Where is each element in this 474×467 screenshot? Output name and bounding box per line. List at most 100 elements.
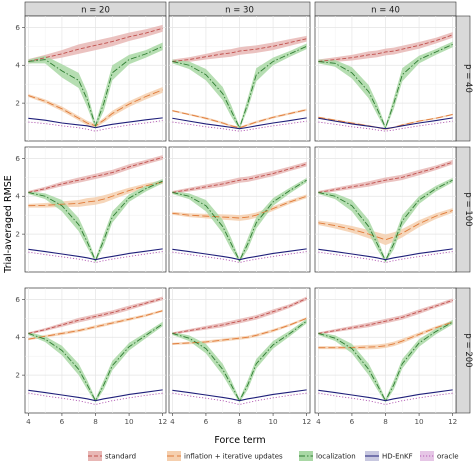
legend-item: inflation + iterative updates [167,451,283,461]
legend-label: standard [105,453,136,461]
series-band [28,155,163,194]
series-line [172,389,307,402]
facet-panel [168,146,311,273]
series-band [318,113,453,131]
series-line [28,297,163,334]
facet-panel: 4 6 8 10 12 [168,287,311,426]
y-tick-label: 2 [15,99,20,108]
gridlines [169,16,310,141]
x-tick-label: 8 [237,417,242,426]
facet-panel [314,15,457,142]
legend-label: localization [316,453,356,461]
column-strip: n = 30 [168,1,311,17]
x-tick-label: 12 [302,417,311,426]
series-line [172,38,307,62]
gridlines [169,288,310,413]
series-line [172,179,307,262]
series-line [318,299,453,334]
series-band [318,208,453,246]
row-strip: p = 100 [455,146,473,273]
column-strip-label: n = 30 [225,6,254,16]
series-band [28,180,163,208]
series-line [28,248,163,261]
legend: standard inflation + iterative updates loc… [88,451,459,461]
series-band [172,43,307,130]
x-tick-label: 10 [414,417,424,426]
row-strip-label: p = 40 [463,64,473,93]
series-line [318,43,453,129]
x-tick-label: 4 [26,417,31,426]
series-band [318,177,453,263]
series-line [28,120,163,132]
x-tick-label: 12 [158,417,167,426]
x-axis-label: Force term [214,435,265,446]
legend-label: HD-EnKF [382,453,413,461]
series-line [318,34,453,62]
facet-panel: 4 6 8 10 12 [314,287,457,426]
series-line [28,323,163,402]
series-line [28,117,163,129]
series-band [28,296,163,335]
series-band [28,178,163,263]
x-tick-label: 6 [204,417,209,426]
series-line [172,298,307,334]
legend-item: standard [88,451,136,461]
facet-panel [168,15,311,142]
series-band [28,309,163,341]
y-tick-label: 6 [15,154,20,163]
series-band [172,194,307,221]
series-line [318,321,453,402]
series-band [318,41,453,130]
series-line [318,392,453,405]
series-band [172,177,307,263]
facet-grid: n = 20 n = 30 n = 40 p = 40 p = 100 p = 200 2 4… [15,1,473,426]
legend-item: HD-EnKF [365,451,413,461]
legend-swatch [299,451,313,461]
facet-panel: 2 4 6 4 6 8 10 12 [15,287,167,426]
y-tick-label: 4 [15,192,20,201]
facet-panel [314,146,457,273]
series-line [172,163,307,193]
legend-label: oracle [437,453,459,461]
y-tick-label: 6 [15,23,20,32]
series-line [318,161,453,193]
series-line [28,45,163,128]
x-tick-label: 4 [170,417,175,426]
series-line [28,389,163,402]
series-line [28,27,163,62]
column-strip-label: n = 20 [81,6,110,16]
series-line [172,392,307,405]
column-strip-label: n = 40 [371,6,400,16]
x-tick-label: 8 [383,417,388,426]
series-band [172,317,307,346]
series-band [318,32,453,64]
series-line [318,179,453,262]
x-tick-label: 6 [350,417,355,426]
series-band [318,320,453,350]
series-band [172,161,307,194]
column-strip: n = 20 [24,1,167,17]
series-band [28,42,163,129]
series-line [172,117,307,130]
series-line [318,210,453,241]
series-line [172,248,307,261]
x-tick-label: 12 [448,417,457,426]
series-line [318,117,453,130]
row-strip-label: p = 100 [463,192,473,226]
y-axis-label: Trial-averaged RMSE [3,175,14,274]
series-band [28,24,163,64]
facet-panel: 2 4 6 [15,15,167,142]
row-strip: p = 200 [455,287,473,414]
series-line [318,389,453,402]
series-line [318,248,453,261]
row-strip: p = 40 [455,15,473,142]
x-tick-label: 10 [124,417,134,426]
series-band [318,159,453,194]
y-tick-label: 2 [15,230,20,239]
x-tick-label: 4 [316,417,321,426]
y-tick-label: 6 [15,295,20,304]
legend-item: localization [299,451,356,461]
legend-label: inflation + iterative updates [184,453,283,461]
y-tick-label: 4 [15,333,20,342]
